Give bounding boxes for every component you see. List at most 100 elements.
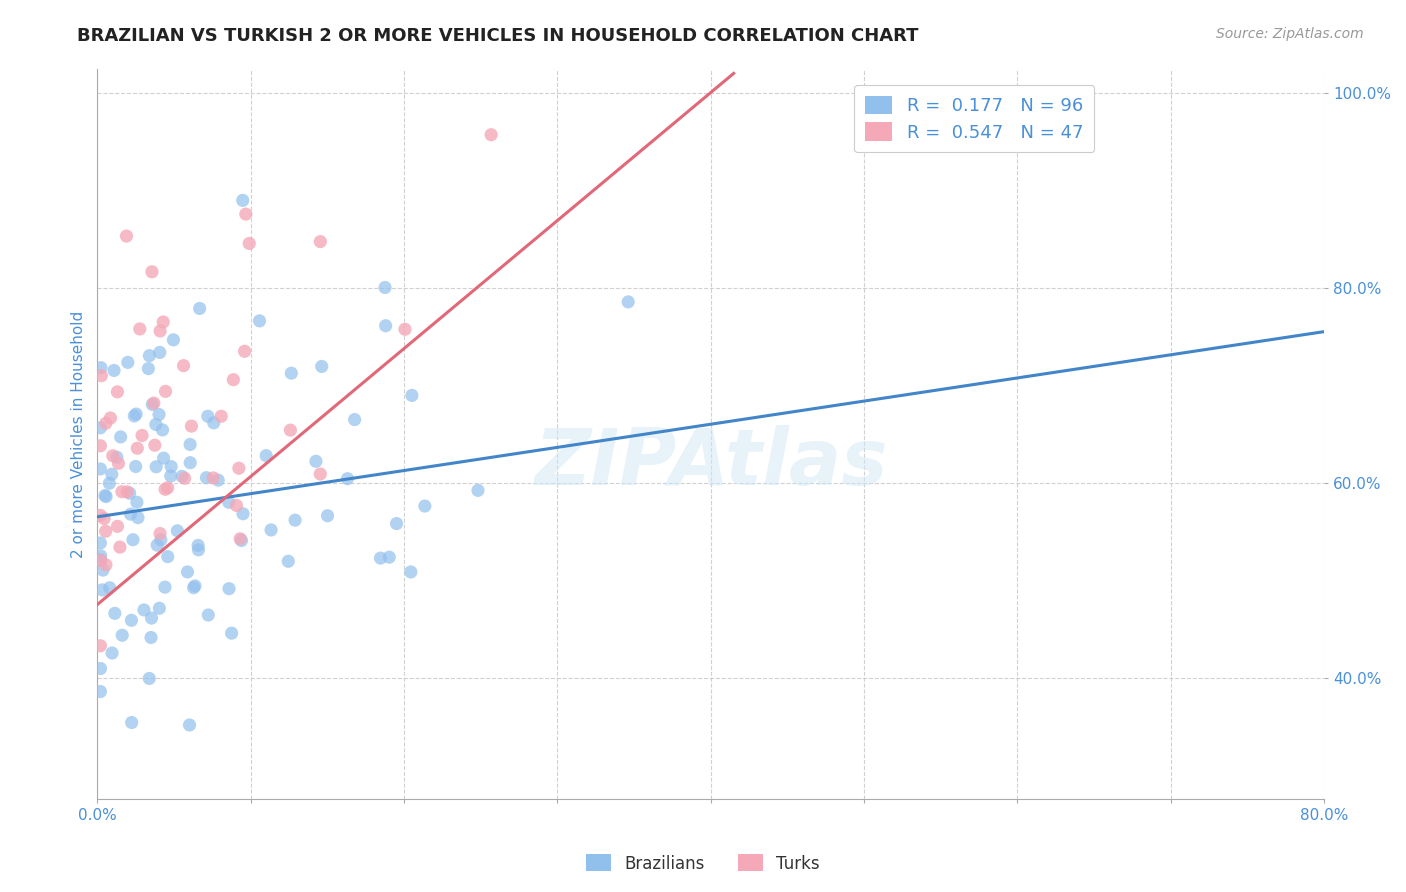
Point — [107, 456, 129, 470]
Point — [89, 439, 111, 453]
Point — [173, 471, 195, 485]
Point — [280, 366, 302, 380]
Point — [343, 412, 366, 426]
Point — [101, 646, 124, 660]
Point — [311, 359, 333, 374]
Point — [183, 581, 205, 595]
Point — [138, 361, 160, 376]
Point — [98, 476, 121, 491]
Point — [280, 423, 302, 437]
Point — [184, 579, 207, 593]
Point — [117, 355, 139, 369]
Point — [148, 601, 170, 615]
Point — [197, 409, 219, 424]
Y-axis label: 2 or more Vehicles in Household: 2 or more Vehicles in Household — [72, 310, 86, 558]
Point — [394, 322, 416, 336]
Point — [125, 495, 148, 509]
Point — [152, 315, 174, 329]
Point — [125, 459, 148, 474]
Point — [110, 430, 132, 444]
Point — [159, 469, 181, 483]
Point — [232, 194, 254, 208]
Point — [146, 538, 169, 552]
Point — [309, 235, 332, 249]
Point — [187, 538, 209, 552]
Point — [316, 508, 339, 523]
Point — [187, 542, 209, 557]
Point — [105, 450, 128, 465]
Point — [89, 508, 111, 523]
Point — [124, 409, 146, 423]
Point — [101, 467, 124, 482]
Point — [145, 459, 167, 474]
Point — [385, 516, 408, 531]
Point — [115, 229, 138, 244]
Point — [209, 409, 232, 424]
Point — [138, 672, 160, 686]
Point — [139, 631, 162, 645]
Point — [141, 611, 163, 625]
Point — [221, 626, 243, 640]
Point — [479, 128, 502, 142]
Point — [128, 322, 150, 336]
Point — [336, 472, 359, 486]
Point — [120, 613, 142, 627]
Point — [399, 565, 422, 579]
Point — [149, 526, 172, 541]
Point — [94, 489, 117, 503]
Point — [101, 449, 124, 463]
Point — [108, 540, 131, 554]
Point — [125, 407, 148, 421]
Point — [156, 481, 179, 495]
Point — [222, 373, 245, 387]
Point — [176, 565, 198, 579]
Point — [149, 345, 172, 359]
Point — [141, 265, 163, 279]
Point — [228, 461, 250, 475]
Point — [378, 550, 401, 565]
Point — [148, 408, 170, 422]
Point — [160, 459, 183, 474]
Point — [305, 454, 328, 468]
Point — [374, 280, 396, 294]
Point — [149, 533, 172, 547]
Point — [121, 715, 143, 730]
Point — [103, 363, 125, 377]
Point — [254, 449, 277, 463]
Text: BRAZILIAN VS TURKISH 2 OR MORE VEHICLES IN HOUSEHOLD CORRELATION CHART: BRAZILIAN VS TURKISH 2 OR MORE VEHICLES … — [77, 27, 920, 45]
Point — [143, 438, 166, 452]
Point — [229, 532, 252, 546]
Point — [173, 359, 195, 373]
Point — [89, 661, 111, 675]
Point — [166, 524, 188, 538]
Point — [89, 462, 111, 476]
Point — [231, 533, 253, 548]
Text: Source: ZipAtlas.com: Source: ZipAtlas.com — [1216, 27, 1364, 41]
Point — [249, 314, 271, 328]
Point — [218, 495, 240, 509]
Point — [115, 484, 138, 499]
Point — [152, 423, 174, 437]
Point — [617, 294, 640, 309]
Point — [90, 368, 112, 383]
Point — [284, 513, 307, 527]
Point — [401, 388, 423, 402]
Point — [111, 484, 134, 499]
Point — [374, 318, 396, 333]
Point — [89, 552, 111, 566]
Point — [94, 524, 117, 539]
Point — [152, 451, 174, 466]
Point — [127, 510, 149, 524]
Point — [188, 301, 211, 316]
Point — [138, 349, 160, 363]
Point — [127, 441, 149, 455]
Point — [141, 397, 163, 411]
Point — [179, 456, 201, 470]
Point — [90, 553, 112, 567]
Point — [107, 519, 129, 533]
Point — [309, 467, 332, 481]
Text: ZIPAtlas: ZIPAtlas — [534, 425, 887, 501]
Point — [233, 344, 256, 359]
Point — [370, 551, 392, 566]
Point — [207, 473, 229, 487]
